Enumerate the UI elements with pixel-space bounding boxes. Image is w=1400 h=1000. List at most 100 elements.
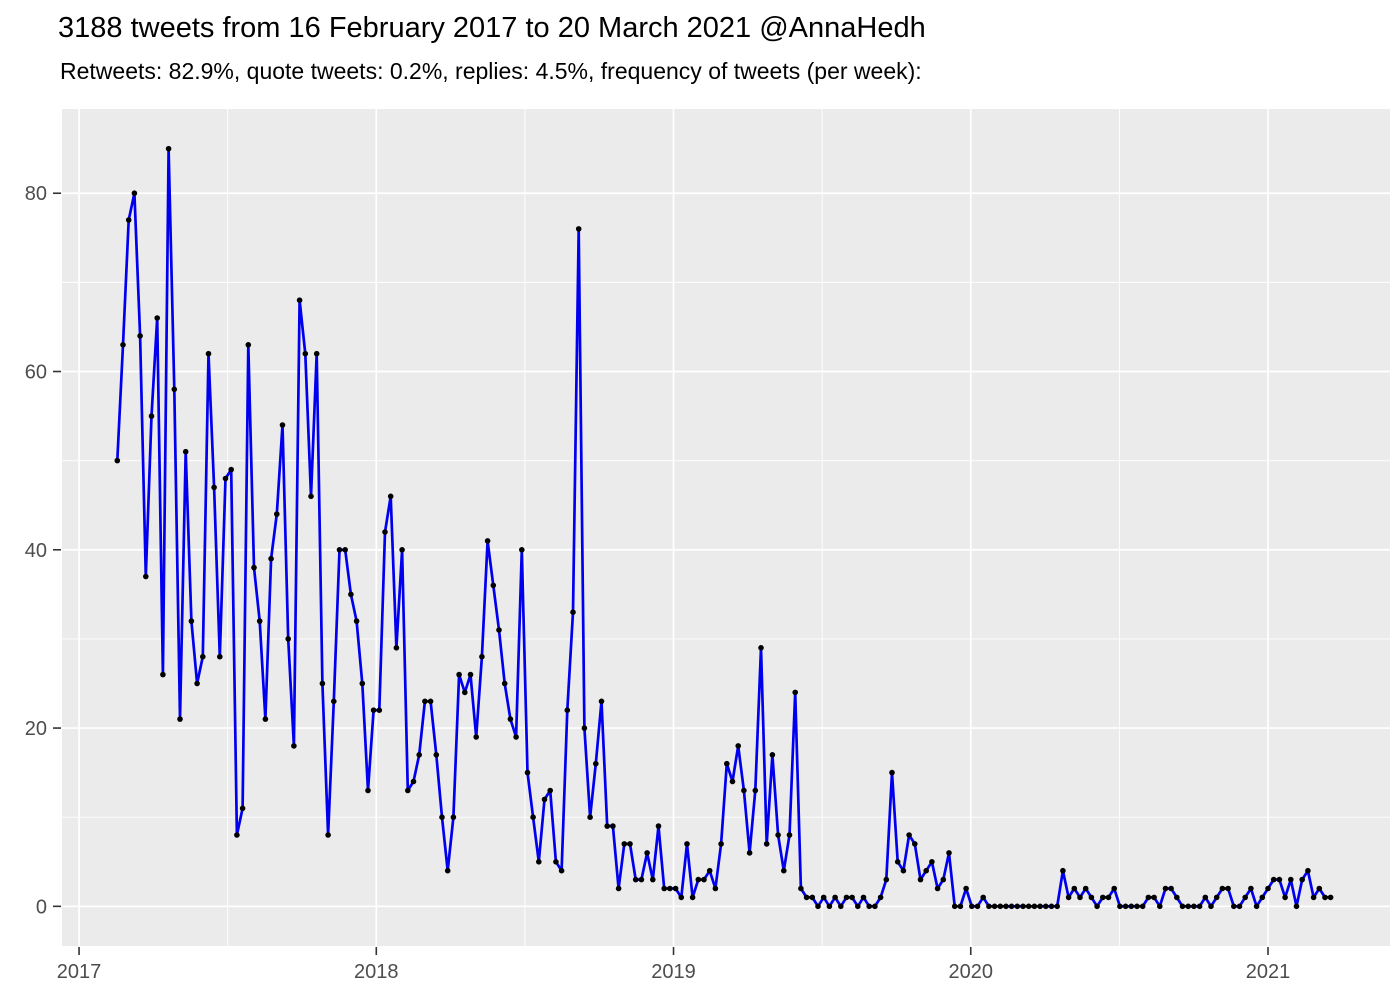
data-point [712, 885, 719, 892]
axis-ticks [53, 192, 1269, 955]
data-point [843, 894, 850, 901]
data-point [672, 885, 679, 892]
data-point [667, 885, 673, 892]
data-point [251, 564, 257, 571]
data-point [735, 743, 741, 749]
data-point [496, 627, 502, 633]
data-point [399, 547, 405, 553]
data-point [957, 903, 964, 910]
data-point [604, 823, 610, 829]
data-point [803, 894, 810, 901]
y-axis-label: 80 [25, 183, 47, 205]
data-point [615, 885, 622, 892]
data-point [501, 680, 508, 687]
data-point [889, 769, 895, 776]
data-point [302, 350, 309, 357]
data-point [370, 707, 377, 713]
data-point [1179, 903, 1186, 910]
data-point [564, 707, 571, 713]
data-point [530, 814, 536, 820]
data-point [427, 698, 434, 705]
data-point [763, 841, 770, 847]
data-point [490, 582, 497, 589]
data-point [1003, 903, 1009, 910]
data-point [1082, 885, 1089, 892]
data-point [598, 698, 605, 705]
data-point [1248, 885, 1254, 892]
data-point [906, 832, 912, 838]
data-point [1162, 885, 1169, 892]
data-point [587, 814, 593, 820]
data-point [228, 466, 234, 473]
data-point [838, 903, 844, 910]
y-axis-label: 20 [25, 718, 47, 740]
data-point [678, 894, 685, 901]
data-point [684, 841, 690, 847]
data-point [405, 787, 411, 794]
data-point [211, 484, 217, 491]
x-axis-labels: 2017 2018 2019 2020 2021 [57, 961, 1290, 983]
data-point [1282, 894, 1288, 901]
data-point [769, 752, 776, 758]
data-point [558, 867, 565, 874]
data-point [1316, 885, 1323, 892]
data-point [541, 796, 548, 803]
data-point [775, 832, 781, 838]
data-point [1031, 903, 1038, 910]
data-point [809, 894, 816, 901]
data-point [1139, 903, 1146, 910]
data-point [1117, 903, 1123, 910]
data-point [262, 716, 269, 722]
data-point [1048, 903, 1055, 910]
data-point [160, 671, 166, 678]
data-point [866, 903, 872, 910]
data-point [1322, 894, 1328, 901]
data-point [1276, 876, 1283, 883]
data-point [621, 841, 628, 847]
data-point [114, 457, 121, 464]
data-point [1037, 903, 1043, 910]
data-point [553, 859, 559, 865]
chart-subtitle: Retweets: 82.9%, quote tweets: 0.2%, rep… [60, 58, 922, 84]
data-point [467, 671, 474, 678]
data-point [917, 876, 924, 883]
data-point [547, 787, 553, 794]
data-point [855, 903, 861, 910]
data-point [1025, 903, 1032, 910]
data-point [507, 716, 514, 722]
data-point [820, 894, 827, 901]
data-point [1327, 894, 1334, 901]
data-point [325, 832, 331, 838]
x-axis-label: 2017 [57, 961, 102, 983]
data-point [291, 743, 297, 749]
y-axis-label: 40 [25, 540, 47, 562]
data-point [581, 725, 588, 731]
data-point [1128, 903, 1135, 910]
data-point [1088, 894, 1095, 901]
data-point [997, 903, 1004, 910]
data-point [991, 903, 998, 910]
data-point [974, 903, 981, 910]
data-point [1145, 894, 1152, 901]
data-point [860, 894, 867, 901]
data-point [171, 386, 178, 393]
data-point [1270, 876, 1277, 883]
data-point [1157, 903, 1163, 910]
data-point [1242, 894, 1248, 901]
data-point [826, 903, 833, 910]
data-point [729, 778, 736, 785]
data-point [746, 850, 753, 856]
data-point [650, 876, 656, 883]
data-point [1185, 903, 1191, 910]
data-point [661, 885, 667, 892]
data-point [610, 823, 616, 829]
data-point [934, 885, 941, 892]
data-point [1151, 894, 1157, 901]
data-point [308, 493, 314, 500]
data-point [752, 787, 759, 794]
data-point [1122, 903, 1129, 910]
data-point [1134, 903, 1140, 910]
data-point [348, 591, 354, 598]
data-point [285, 636, 292, 642]
